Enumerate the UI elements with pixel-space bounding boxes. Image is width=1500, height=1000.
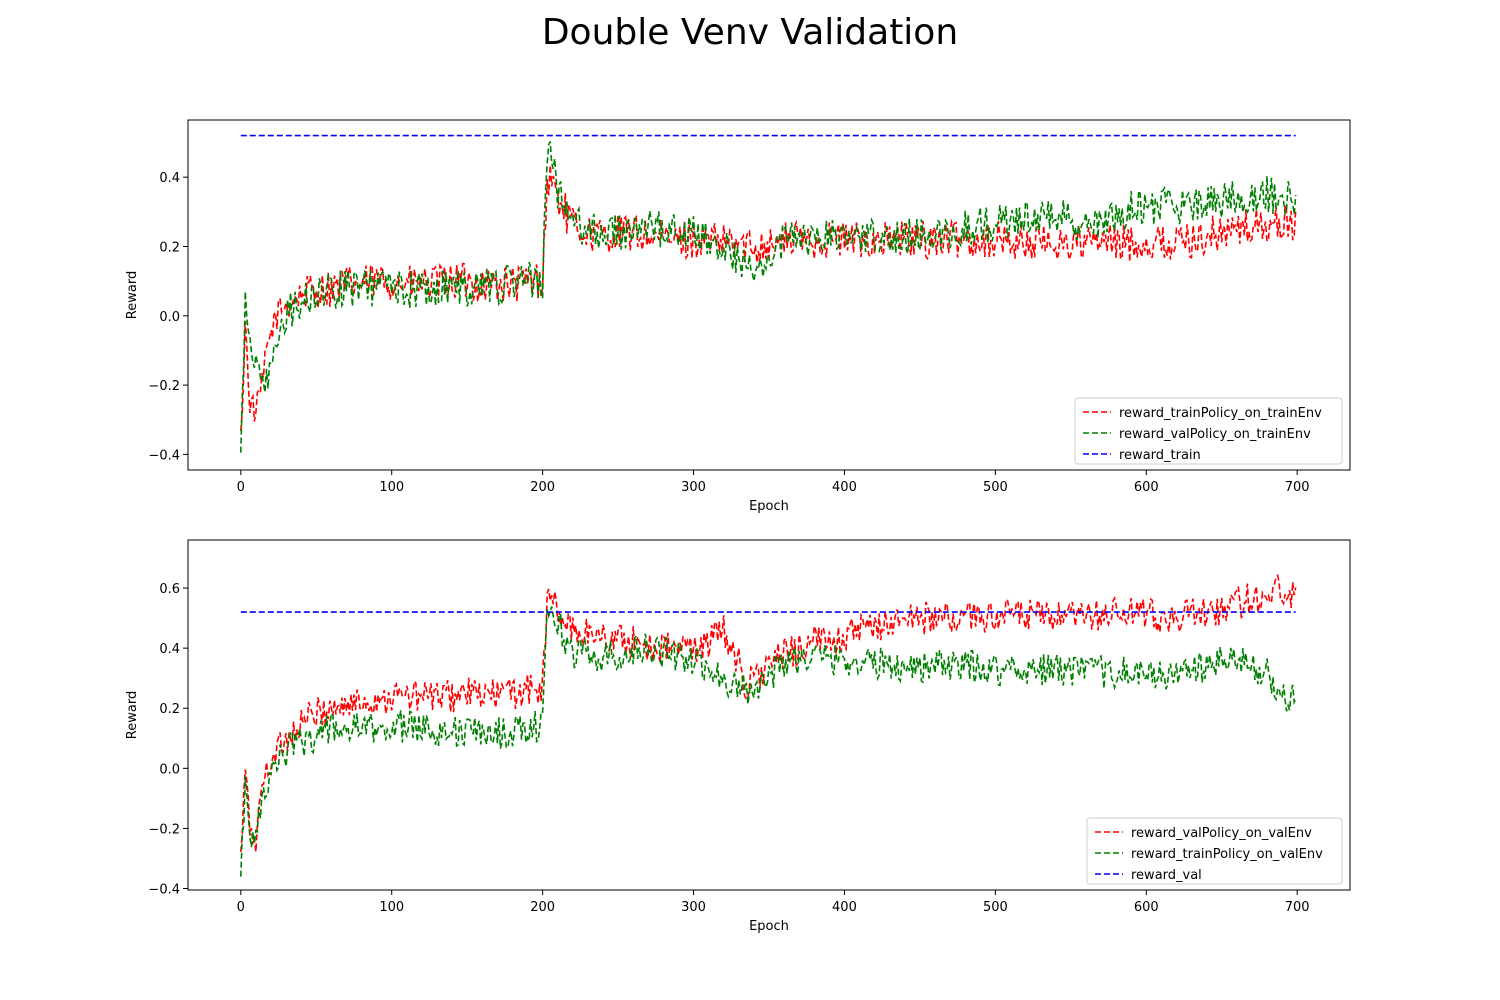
- legend-label: reward_valPolicy_on_trainEnv: [1119, 427, 1311, 442]
- y-tick-label: 0.4: [159, 642, 180, 657]
- legend-box: [1086, 817, 1343, 885]
- series-line-reward-valPolicy-on-trainEnv: [240, 141, 1297, 453]
- x-tick-label: 600: [1134, 480, 1159, 495]
- x-tick-label: 600: [1134, 900, 1159, 915]
- x-tick-label: 0: [237, 480, 245, 495]
- y-tick-label: −0.4: [148, 448, 180, 463]
- legend-label: reward_valPolicy_on_valEnv: [1131, 826, 1312, 841]
- chart-train-env: 0 100 200 300 400 500 600 700 −0.4 −0.2 0.0 0.2 0.4 E…: [125, 119, 1351, 514]
- x-tick-label: 100: [379, 480, 404, 495]
- y-tick-label: −0.2: [148, 822, 180, 837]
- y-tick-label: −0.4: [148, 882, 180, 897]
- axes-frame: [187, 539, 1351, 891]
- x-axis-label: Epoch: [749, 919, 789, 934]
- y-tick-label: 0.0: [159, 310, 180, 325]
- y-tick-label: −0.2: [148, 379, 180, 394]
- legend: reward_valPolicy_on_valEnv reward_trainPo…: [1086, 817, 1343, 885]
- legend: reward_trainPolicy_on_trainEnv reward_val…: [1074, 397, 1343, 465]
- chart-val-env: 0 100 200 300 400 500 600 700 −0.4 −0.2 0.0 0.2 0.4 0…: [125, 539, 1351, 934]
- y-axis-label: Reward: [125, 691, 140, 739]
- series-line-reward-trainPolicy-on-valEnv: [240, 606, 1297, 877]
- series-line-reward-valPolicy-on-valEnv: [240, 573, 1297, 853]
- axes-frame: [187, 119, 1351, 471]
- y-tick-label: 0.2: [159, 240, 180, 255]
- y-tick-label: 0.2: [159, 702, 180, 717]
- x-tick-label: 400: [832, 900, 857, 915]
- x-tick-label: 0: [237, 900, 245, 915]
- x-tick-label: 500: [983, 480, 1008, 495]
- x-tick-label: 700: [1285, 900, 1310, 915]
- x-tick-label: 200: [530, 480, 555, 495]
- legend-label: reward_trainPolicy_on_valEnv: [1131, 847, 1323, 862]
- x-tick-label: 300: [681, 900, 706, 915]
- legend-label: reward_val: [1131, 868, 1202, 883]
- legend-box: [1074, 397, 1343, 465]
- x-tick-label: 400: [832, 480, 857, 495]
- x-axis-label: Epoch: [749, 499, 789, 514]
- legend-label: reward_train: [1119, 448, 1201, 463]
- y-tick-label: 0.6: [159, 582, 180, 597]
- x-tick-label: 100: [379, 900, 404, 915]
- legend-label: reward_trainPolicy_on_trainEnv: [1119, 406, 1322, 421]
- x-tick-label: 200: [530, 900, 555, 915]
- x-tick-label: 500: [983, 900, 1008, 915]
- y-axis-label: Reward: [125, 271, 140, 319]
- figure-title: Double Venv Validation: [541, 12, 959, 53]
- x-tick-label: 700: [1285, 480, 1310, 495]
- x-tick-label: 300: [681, 480, 706, 495]
- y-tick-label: 0.0: [159, 762, 180, 777]
- y-tick-label: 0.4: [159, 171, 180, 186]
